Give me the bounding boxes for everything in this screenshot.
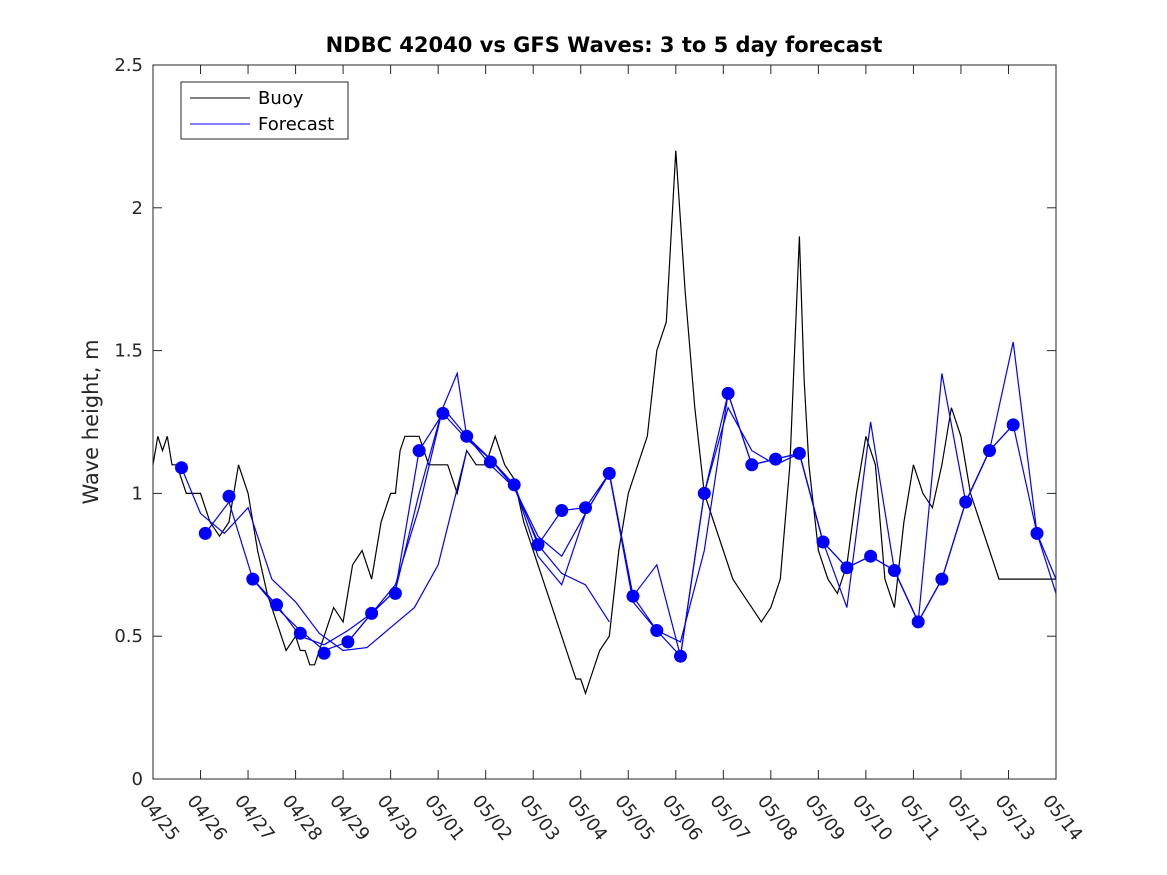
forecast-point [959,495,973,509]
forecast-point [769,452,783,466]
forecast-point [222,489,236,503]
forecast-point [531,538,545,552]
forecast-point [198,526,212,540]
forecast-point [1006,418,1020,432]
y-tick-label: 1.5 [114,341,143,362]
forecast-point [626,589,640,603]
forecast-point [721,386,735,400]
forecast-point [602,466,616,480]
forecast-point [816,535,830,549]
forecast-point [911,615,925,629]
forecast-point [270,598,284,612]
forecast-point [840,561,854,575]
y-tick-label: 2.5 [114,55,143,76]
forecast-point [1030,526,1044,540]
plot-area [152,150,1057,696]
forecast-point [293,626,307,640]
legend-buoy-label: Buoy [258,88,304,109]
forecast-point [983,444,996,458]
forecast-point [412,444,426,458]
forecast-point [460,429,474,443]
forecast-point [864,549,878,563]
forecast-point [650,624,664,637]
forecast-point [317,646,331,660]
forecast-point [483,455,497,469]
forecast-point [175,461,188,475]
forecast-point [341,635,355,649]
chart-title: NDBC 42040 vs GFS Waves: 3 to 5 day fore… [326,33,883,57]
legend: Buoy Forecast [180,81,349,140]
forecast-point [365,606,379,620]
forecast-point [674,649,687,663]
forecast-point [935,572,949,586]
y-axis-label: Wave height, m [79,339,103,504]
forecast-point [887,564,901,577]
forecast-point [555,504,569,517]
forecast-point [792,446,806,460]
y-tick-label: 2 [132,198,143,219]
forecast-point [507,478,521,492]
legend-forecast-label: Forecast [258,114,334,135]
y-tick-label: 0 [132,769,143,790]
forecast-point [246,572,260,586]
y-tick-label: 1 [132,483,143,504]
axes-frame [152,64,1057,780]
legend-box [180,81,349,140]
forecast-point [745,458,759,472]
forecast-point [436,406,450,420]
forecast-run-line-1 [180,450,468,652]
forecast-point [697,486,711,500]
forecast-point [388,586,402,600]
buoy-series-line [152,150,1056,696]
forecast-point [579,501,592,515]
y-tick-label: 0.5 [114,626,143,647]
forecast-run-line-10 [893,423,1057,624]
